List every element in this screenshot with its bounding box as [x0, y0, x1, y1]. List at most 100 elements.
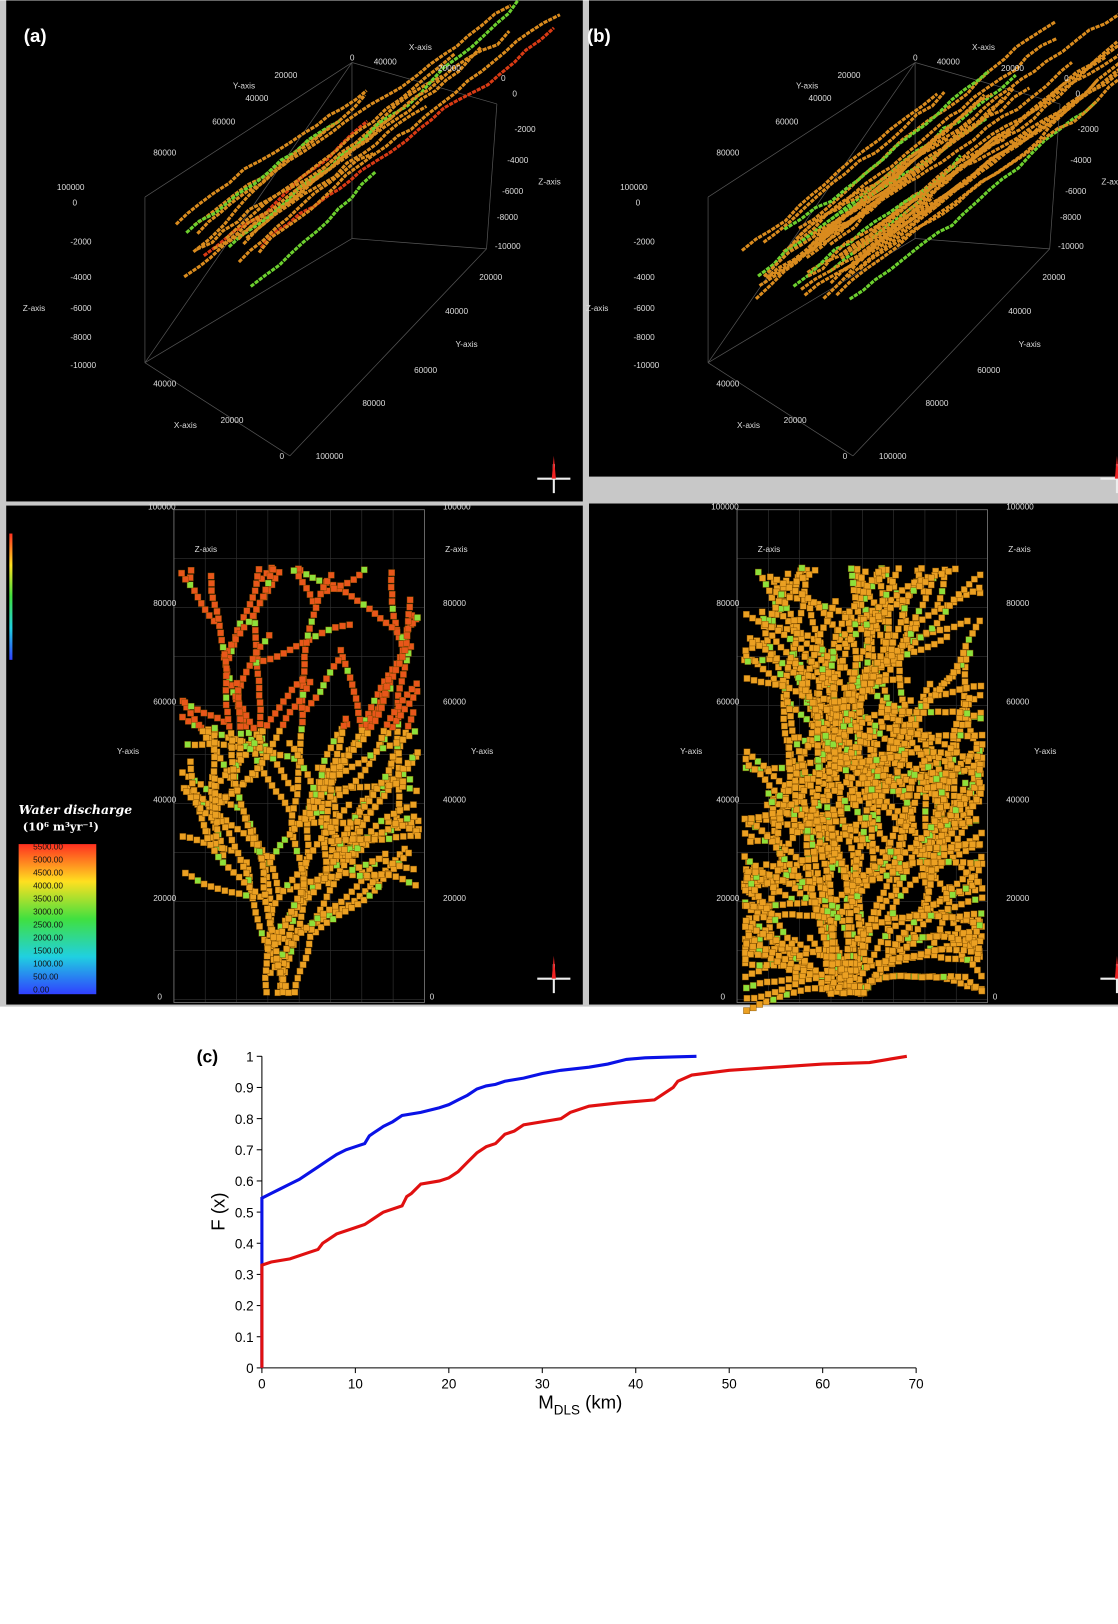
network-cell: [865, 800, 873, 807]
network-cell: [400, 854, 407, 862]
network-cell: [837, 807, 845, 815]
network-cell: [744, 868, 752, 876]
network-cell: [298, 704, 306, 711]
network-cell: [878, 919, 885, 926]
network-cell: [814, 742, 822, 749]
network-cell: [254, 765, 261, 772]
network-branch: [813, 134, 939, 246]
network-cell: [369, 791, 377, 799]
network-cell: [972, 834, 980, 841]
network-cell: [385, 871, 393, 879]
box-edge: [736, 509, 988, 1003]
network-cell: [950, 792, 958, 800]
network-cell: [814, 869, 822, 877]
network-cell: [917, 751, 925, 758]
network-cell: [852, 654, 860, 662]
network-cell: [876, 874, 884, 882]
network-cell: [278, 928, 286, 935]
network-branch: [185, 119, 342, 234]
network-cell: [297, 740, 304, 747]
network-cell: [187, 702, 195, 710]
network-cell: [332, 757, 339, 765]
network-cell: [798, 878, 806, 886]
axis-tick-label: 20000: [153, 894, 176, 903]
network-cell: [842, 831, 849, 838]
network-cell: [317, 590, 324, 598]
axis-tick-label: 0: [72, 198, 77, 207]
x-tick-label: 40: [628, 1377, 643, 1392]
network-cell: [765, 670, 773, 677]
network-cell: [917, 634, 925, 641]
network-cell: [831, 748, 839, 756]
network-cell: [198, 741, 206, 748]
network-cell: [783, 625, 791, 633]
network-cell: [947, 744, 955, 752]
network-cell: [309, 574, 316, 582]
network-cell: [776, 815, 784, 823]
network-cell: [412, 881, 419, 889]
network-cell: [838, 891, 846, 899]
network-cell: [791, 784, 799, 792]
network-cell: [922, 578, 929, 586]
network-cell: [847, 826, 854, 833]
network-cell: [249, 594, 257, 601]
network-cell: [768, 632, 776, 639]
network-cell: [966, 979, 974, 986]
network-cell: [829, 939, 836, 946]
network-cell: [896, 778, 903, 786]
network-cell: [931, 817, 939, 825]
network-cell: [912, 848, 919, 855]
network-cell: [410, 865, 417, 873]
network-cell: [306, 810, 314, 817]
network-cell: [803, 715, 810, 723]
network-cell: [228, 641, 235, 649]
network-cell: [781, 730, 789, 737]
network-cell: [877, 582, 885, 590]
network-cell: [855, 913, 862, 921]
axis-tick-label: Y-axis: [796, 81, 818, 90]
network-cell: [200, 839, 207, 846]
network-cell: [848, 787, 856, 795]
network-cell: [776, 993, 784, 1000]
axis-tick-label: -4000: [1070, 156, 1092, 165]
network-cell: [743, 902, 750, 910]
network-cell: [405, 732, 413, 740]
network-cell: [821, 860, 828, 868]
network-cell: [216, 622, 223, 630]
network-cell: [211, 775, 219, 782]
network-cell: [901, 750, 909, 758]
network-cell: [265, 579, 272, 587]
network-cell: [848, 774, 856, 781]
network-cell: [763, 904, 771, 912]
network-cell: [293, 883, 301, 890]
network-cell: [944, 905, 952, 913]
network-cell: [306, 591, 314, 598]
network-cell: [972, 983, 980, 991]
network-cell: [879, 597, 886, 605]
network-cell: [936, 804, 944, 811]
network-cell: [798, 680, 806, 688]
box-edge: [351, 238, 487, 250]
network-cell: [923, 859, 931, 866]
network-cell: [937, 954, 945, 961]
network-cell: [802, 894, 809, 902]
network-cell: [876, 830, 884, 837]
network-cell: [936, 898, 944, 905]
axis-tick-label: 60000: [1006, 697, 1029, 706]
axis-tick-label: -2000: [514, 125, 536, 134]
network-cell: [298, 725, 305, 733]
network-cell: [237, 801, 245, 808]
x-axis-label-unit: (km): [585, 1391, 622, 1412]
network-cell: [893, 727, 900, 734]
network-cell: [798, 823, 805, 830]
network-cell: [354, 597, 361, 605]
network-cell: [910, 579, 918, 587]
legend-tick-label: 2500.00: [33, 921, 63, 930]
network-cell: [860, 680, 868, 688]
network-cell: [880, 646, 887, 653]
network-cell: [856, 709, 863, 716]
network-cell: [895, 787, 903, 795]
network-cell: [187, 567, 195, 574]
network-cell: [405, 610, 412, 618]
axis-tick-label: X-axis: [737, 421, 760, 430]
